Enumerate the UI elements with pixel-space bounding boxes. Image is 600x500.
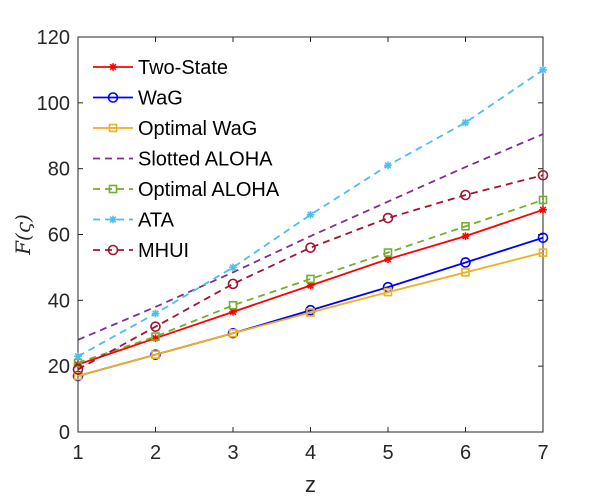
asterisk-stroke — [307, 211, 314, 219]
legend-label: Optimal WaG — [138, 118, 257, 140]
data-point — [305, 242, 316, 253]
asterisk-stroke — [462, 119, 469, 126]
legend-label: Two-State — [138, 57, 228, 79]
legend-entry[interactable]: WaG — [93, 88, 183, 110]
series-optimal-wag — [73, 248, 548, 381]
data-point — [306, 274, 315, 284]
asterisk-stroke — [539, 66, 547, 74]
data-point — [383, 287, 393, 297]
x-tick-label: 3 — [227, 442, 238, 464]
data-point — [539, 206, 547, 214]
asterisk-stroke — [74, 352, 82, 360]
legend-label: Optimal ALOHA — [138, 179, 280, 201]
data-point — [461, 221, 470, 231]
asterisk-stroke — [462, 232, 469, 240]
legend-entry[interactable]: Optimal ALOHA — [93, 179, 280, 201]
legend-entry[interactable]: Slotted ALOHA — [93, 149, 273, 171]
data-point — [229, 263, 237, 272]
data-point — [461, 232, 470, 240]
data-point — [305, 304, 316, 316]
asterisk-stroke — [307, 282, 314, 289]
data-point — [151, 309, 160, 318]
data-point — [383, 248, 393, 257]
x-tick-label: 5 — [382, 442, 393, 464]
series-line — [77, 133, 544, 341]
legend-entry[interactable]: MHUI — [93, 240, 189, 262]
data-point — [228, 300, 238, 310]
y-tick-label: 20 — [48, 356, 70, 378]
x-tick-label: 4 — [305, 442, 316, 464]
legend-entry[interactable]: ATA — [93, 210, 175, 232]
series-optimal-aloha — [73, 195, 548, 368]
data-point — [461, 268, 470, 277]
series-ata — [74, 66, 547, 361]
data-point — [73, 371, 83, 381]
y-tick-label: 120 — [37, 27, 70, 49]
y-tick-label: 80 — [48, 159, 70, 181]
data-point — [539, 66, 547, 74]
legend-label: ATA — [138, 210, 175, 232]
data-point — [306, 308, 315, 317]
data-point — [150, 321, 161, 332]
data-point — [537, 232, 549, 244]
data-point — [72, 370, 84, 382]
legend-label: Slotted ALOHA — [138, 149, 273, 171]
series-line — [77, 174, 544, 371]
asterisk-stroke — [109, 216, 117, 223]
asterisk-stroke — [152, 310, 159, 317]
y-tick-label: 0 — [59, 422, 70, 444]
x-tick-label: 1 — [72, 442, 83, 464]
data-point — [228, 328, 238, 338]
x-tick-label: 2 — [150, 442, 161, 464]
legend-entry[interactable]: Two-State — [93, 57, 228, 79]
series-slotted-aloha — [77, 133, 544, 341]
series-line — [77, 251, 544, 377]
x-tick-label: 7 — [537, 442, 548, 464]
x-axis-label: z — [305, 472, 316, 497]
asterisk-stroke — [109, 63, 117, 71]
data-point — [151, 332, 160, 341]
asterisk-stroke — [384, 161, 392, 169]
legend-entry[interactable]: Optimal WaG — [93, 118, 257, 140]
series-line — [77, 199, 544, 364]
data-point — [382, 212, 394, 224]
data-point — [74, 352, 82, 361]
data-point — [460, 189, 471, 201]
data-point — [538, 248, 548, 257]
data-point — [227, 278, 239, 290]
x-tick-label: 6 — [460, 442, 471, 464]
legend-swatch-marker — [107, 92, 119, 103]
legend-swatch-marker — [109, 63, 117, 71]
data-point — [460, 257, 471, 268]
legend-label: WaG — [138, 88, 183, 110]
data-point — [150, 349, 161, 360]
series-two-state — [74, 206, 547, 369]
data-point — [306, 210, 315, 219]
legend-swatch-marker — [108, 184, 118, 194]
legend-swatch-marker — [109, 215, 117, 224]
data-point — [227, 327, 239, 339]
asterisk-stroke — [384, 255, 392, 263]
asterisk-stroke — [229, 264, 237, 271]
series-mhui — [72, 169, 549, 375]
data-point — [537, 169, 549, 181]
legend-swatch-marker — [108, 123, 118, 133]
y-tick-label: 60 — [48, 225, 70, 247]
data-point — [384, 161, 392, 170]
y-tick-label: 40 — [48, 290, 70, 312]
legend-label: MHUI — [138, 240, 189, 262]
y-axis-label: F(ς) — [11, 214, 35, 256]
asterisk-stroke — [229, 308, 237, 316]
data-point — [538, 195, 548, 205]
asterisk-stroke — [539, 206, 547, 214]
data-point — [72, 364, 84, 375]
data-point — [461, 118, 470, 127]
legend-swatch-marker — [107, 244, 119, 256]
data-point — [151, 350, 160, 359]
y-tick-label: 100 — [37, 93, 70, 115]
